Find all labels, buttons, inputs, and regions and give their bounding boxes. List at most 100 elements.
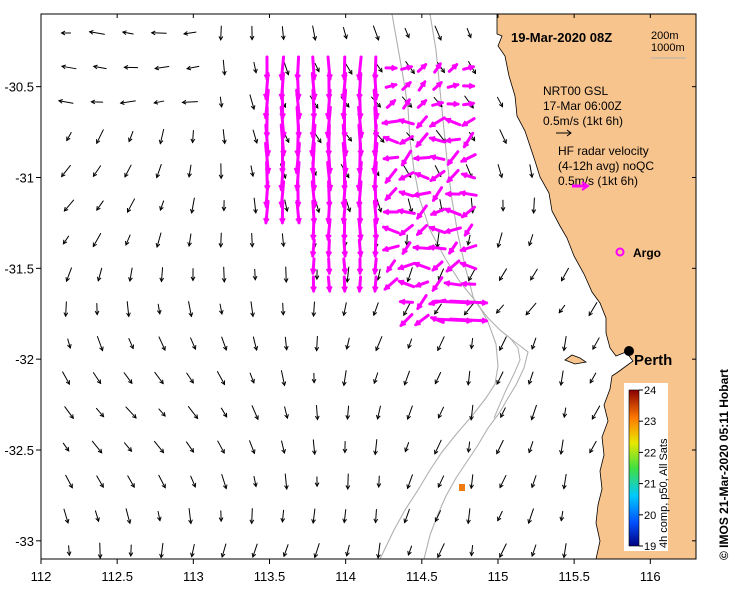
radar-arrow: [397, 279, 416, 289]
model-arrow: [499, 543, 507, 559]
radar-arrow: [429, 170, 446, 182]
model-arrow: [407, 545, 413, 556]
model-arrow: [60, 30, 71, 36]
model-arrow: [403, 370, 410, 386]
model-arrow: [221, 200, 227, 212]
radar-arrow: [446, 100, 461, 108]
model-arrow: [91, 440, 103, 454]
model-arrow: [66, 545, 72, 557]
model-arrow: [96, 200, 104, 211]
radar-arrow: [416, 204, 428, 220]
model-arrow: [407, 338, 413, 349]
radar-arrow: [384, 187, 398, 201]
model-arrow: [312, 439, 317, 456]
model-arrow: [127, 475, 135, 488]
model-arrow: [64, 406, 74, 420]
argo-label: Argo: [633, 246, 661, 260]
model-arrow: [221, 336, 228, 351]
model-arrow: [158, 336, 166, 352]
model-arrow: [280, 233, 286, 248]
model-arrow: [527, 508, 534, 525]
isobath-200m: [423, 14, 529, 559]
model-arrow: [252, 336, 259, 352]
radar-arrow: [372, 238, 379, 259]
radar-arrow: [432, 81, 443, 91]
radar-arrow: [326, 275, 333, 294]
model-arrow: [126, 301, 131, 318]
model-arrow: [495, 304, 504, 314]
x-tick-label: 114.5: [406, 569, 438, 584]
depth-legend-1000m: 1000m: [651, 42, 685, 54]
model-arrow: [559, 439, 564, 455]
radar-legend-arrowhead: [581, 181, 590, 191]
model-arrow: [558, 304, 566, 314]
model-arrow: [95, 407, 105, 418]
model-arrow: [466, 370, 471, 386]
model-arrow: [60, 164, 71, 178]
radar-arrow: [396, 208, 416, 215]
radar-arrow: [341, 257, 349, 276]
isobath-1000m: [379, 14, 499, 559]
model-arrow: [434, 439, 442, 455]
radar-arrow: [341, 275, 348, 294]
model-arrow: [96, 475, 104, 489]
radar-arrow: [356, 275, 364, 294]
model-legend-line2: 17-Mar 06:00Z: [543, 99, 622, 113]
model-arrow: [249, 94, 256, 111]
depth-legend-200m: 200m: [651, 30, 679, 42]
model-arrow: [403, 302, 411, 317]
radar-arrow: [400, 64, 414, 71]
model-arrow: [249, 440, 256, 455]
radar-arrow: [416, 99, 428, 109]
model-arrow: [562, 336, 567, 352]
isobath-inner: [493, 329, 521, 419]
model-arrow: [119, 100, 136, 105]
model-arrow: [406, 474, 413, 490]
radar-arrow: [381, 119, 401, 126]
radar-arrow: [458, 190, 478, 197]
radar-arrow: [460, 280, 477, 288]
model-arrow: [150, 30, 167, 36]
perth-marker[interactable]: [624, 346, 634, 356]
radar-arrow: [412, 261, 431, 271]
radar-arrow: [428, 116, 446, 128]
model-arrow: [591, 405, 601, 420]
model-arrow: [159, 267, 165, 283]
radar-arrow: [431, 100, 445, 107]
model-arrow: [96, 336, 104, 352]
argo-float-marker[interactable]: [615, 247, 625, 257]
model-arrow: [158, 408, 166, 417]
radar-legend-line1: HF radar velocity: [558, 144, 649, 158]
model-arrow: [158, 128, 165, 145]
model-arrow: [345, 337, 350, 350]
x-tick-label: 112.5: [101, 569, 133, 584]
model-arrow: [345, 473, 351, 490]
model-arrow: [154, 65, 170, 71]
radar-arrow: [341, 238, 349, 259]
model-arrow: [407, 198, 414, 214]
model-arrow: [187, 406, 199, 420]
y-tick-label: -30.5: [4, 80, 34, 95]
radar-arrow: [381, 244, 400, 253]
radar-arrow: [415, 132, 429, 148]
model-arrow: [373, 509, 379, 524]
y-tick-label: -32.5: [4, 443, 34, 458]
radar-arrow: [446, 82, 460, 89]
model-arrow: [60, 64, 77, 70]
radar-arrow: [357, 238, 364, 259]
model-arrow: [94, 510, 100, 523]
radar-arrow: [384, 82, 398, 89]
model-arrow: [185, 441, 195, 453]
model-arrow: [527, 441, 534, 454]
radar-arrow: [384, 64, 399, 72]
radar-arrow: [462, 64, 476, 71]
model-arrow: [376, 542, 381, 559]
radar-arrow: [415, 224, 429, 236]
model-arrow: [500, 199, 506, 212]
y-tick-label: -33: [15, 534, 34, 549]
model-arrow: [527, 371, 534, 385]
model-arrow: [249, 372, 255, 384]
model-arrow: [123, 442, 133, 452]
radar-arrow: [397, 261, 416, 271]
model-arrow: [342, 302, 347, 317]
